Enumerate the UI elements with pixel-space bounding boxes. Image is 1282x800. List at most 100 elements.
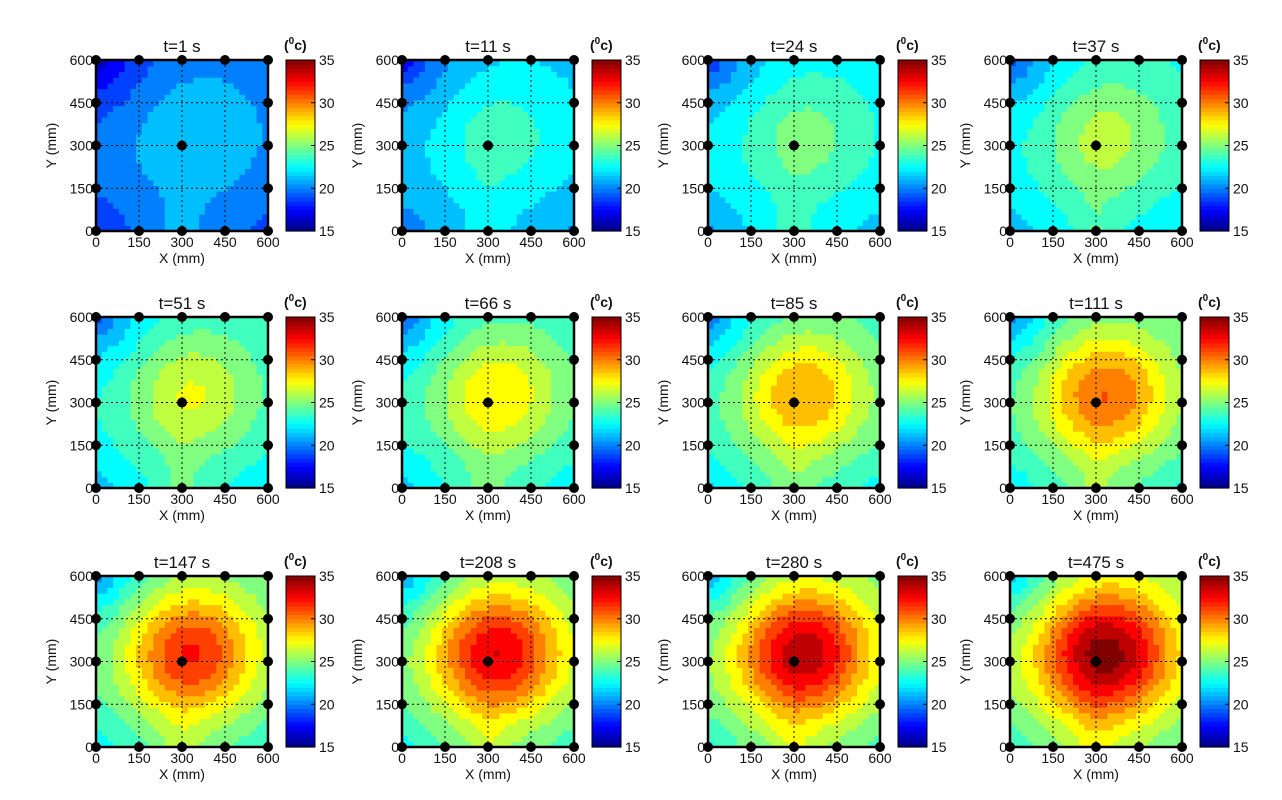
heat-cell	[141, 82, 149, 90]
heat-cell	[153, 88, 160, 95]
heat-cell	[1130, 168, 1137, 175]
sensor-point	[397, 55, 407, 65]
x-axis-label: X (mm)	[159, 507, 205, 523]
heat-cell	[493, 60, 501, 67]
heat-cell	[816, 168, 824, 175]
colorbar-step	[286, 449, 315, 455]
heat-cell	[1113, 156, 1120, 164]
heat-cell	[239, 413, 246, 421]
heat-cell	[776, 122, 784, 129]
heat-cell	[1118, 151, 1126, 158]
heat-cell	[182, 328, 189, 335]
heat-cell	[1084, 219, 1091, 226]
heat-cell	[874, 151, 881, 158]
heat-cell	[233, 156, 240, 164]
heat-cell	[510, 134, 518, 141]
heat-cell	[788, 162, 795, 169]
heat-cell	[1015, 139, 1023, 147]
heat-cell	[424, 156, 432, 164]
heat-cell	[176, 105, 183, 112]
heat-cell	[562, 128, 569, 135]
heat-cell	[101, 322, 109, 329]
heat-cell	[505, 117, 512, 124]
heat-cell	[164, 191, 172, 198]
heat-cell	[539, 139, 546, 147]
colorbar-step	[898, 196, 927, 202]
heat-cell	[1044, 162, 1051, 169]
sensor-point	[1091, 140, 1101, 151]
heat-cell	[465, 145, 472, 152]
sensor-point	[91, 312, 101, 322]
heat-cell	[788, 105, 795, 112]
heat-cell	[118, 334, 126, 341]
heat-cell	[851, 105, 858, 112]
heat-cell	[1032, 168, 1040, 175]
heat-cell	[113, 162, 120, 169]
heat-cell	[782, 219, 789, 226]
heat-cell	[1084, 191, 1091, 198]
heat-cell	[124, 139, 131, 147]
heat-cell	[159, 168, 166, 175]
heat-cell	[522, 168, 529, 175]
heat-cell	[488, 219, 495, 226]
heat-cell	[562, 208, 569, 215]
heat-cell	[101, 317, 109, 324]
heat-cell	[130, 425, 137, 432]
heat-cell	[556, 111, 564, 118]
heat-cell	[430, 71, 437, 78]
heat-cell	[233, 391, 240, 398]
heat-cell	[262, 128, 269, 135]
heat-cell	[233, 139, 240, 147]
heat-cell	[776, 168, 784, 175]
colorbar-step	[286, 119, 315, 125]
heat-cell	[101, 419, 109, 426]
heat-cell	[187, 385, 195, 392]
heat-cell	[1096, 65, 1103, 72]
heat-cell	[1055, 82, 1063, 90]
heat-cell	[256, 99, 263, 107]
heat-cell	[465, 156, 472, 164]
heat-cell	[159, 213, 166, 221]
heat-cell	[107, 99, 114, 107]
heat-cell	[874, 208, 881, 215]
colorbar-step	[1200, 111, 1229, 117]
heat-cell	[1084, 225, 1091, 232]
heat-cell	[1021, 99, 1028, 107]
heat-cell	[250, 185, 258, 192]
x-tick-label: 600	[256, 234, 280, 250]
heat-cell	[1067, 219, 1074, 226]
colorbar-step	[592, 64, 621, 70]
heat-cell	[204, 77, 212, 84]
heat-cell	[199, 322, 206, 329]
heat-cell	[845, 219, 852, 226]
heat-cell	[210, 88, 217, 95]
heat-cell	[170, 453, 177, 461]
heat-cell	[176, 379, 183, 386]
colorbar-step	[592, 213, 621, 219]
colorbar-step	[898, 222, 927, 228]
heat-cell	[568, 65, 575, 72]
heat-cell	[857, 77, 864, 84]
y-axis-label: Y (mm)	[655, 123, 671, 169]
heat-cell	[1021, 191, 1028, 198]
heat-cell	[407, 208, 415, 215]
heat-cell	[436, 128, 443, 135]
heat-cell	[845, 94, 852, 101]
heat-cell	[771, 128, 778, 135]
heat-cell	[539, 225, 546, 232]
heat-cell	[1159, 82, 1166, 90]
heat-cell	[453, 174, 460, 181]
heat-cell	[510, 94, 518, 101]
heat-cell	[1032, 122, 1040, 129]
heat-cell	[1027, 88, 1034, 95]
heat-cell	[1073, 145, 1080, 152]
heat-cell	[516, 60, 523, 67]
heat-cell	[748, 71, 755, 78]
heat-cell	[107, 208, 114, 215]
y-tick-label: 150	[70, 180, 94, 196]
heat-cell	[413, 191, 420, 198]
heat-cell	[227, 345, 235, 352]
heat-cell	[407, 425, 415, 432]
heat-cell	[107, 465, 114, 472]
